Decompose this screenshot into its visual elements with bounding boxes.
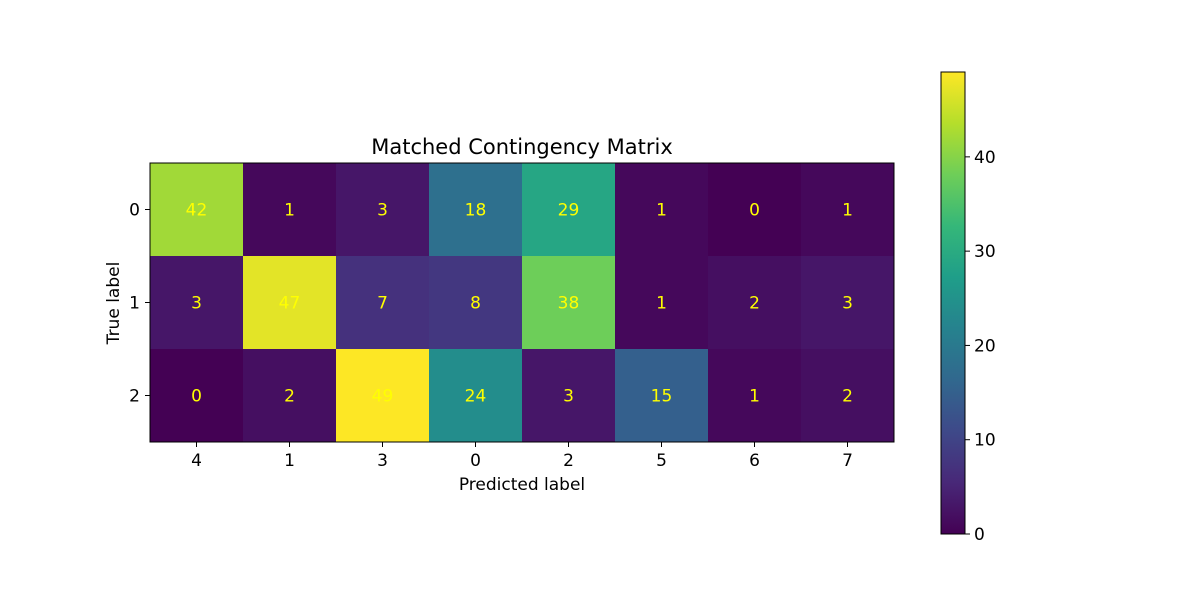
colorbar-tick-label: 0 xyxy=(974,525,985,545)
colorbar-tick-label: 30 xyxy=(974,242,996,262)
heatmap-cell xyxy=(243,349,336,442)
heatmap-cell xyxy=(801,163,894,256)
cell-value-label: 1 xyxy=(749,387,760,407)
cell-value-label: 49 xyxy=(372,387,394,407)
cell-value-label: 3 xyxy=(191,294,202,314)
cell-value-label: 47 xyxy=(279,294,301,314)
heatmap-cell xyxy=(708,256,801,349)
heatmap-cell xyxy=(336,256,429,349)
cell-value-label: 1 xyxy=(842,201,853,221)
heatmap-cell xyxy=(522,163,615,256)
heatmap-cell xyxy=(801,349,894,442)
heatmap-cell xyxy=(522,349,615,442)
cell-value-label: 1 xyxy=(656,201,667,221)
x-axis-label: Predicted label xyxy=(459,475,585,495)
x-tick-label: 5 xyxy=(656,451,667,471)
heatmap-cell xyxy=(336,163,429,256)
heatmap-cell xyxy=(243,256,336,349)
cell-value-label: 2 xyxy=(284,387,295,407)
y-tick-label: 2 xyxy=(129,387,140,407)
cell-value-label: 42 xyxy=(186,201,208,221)
colorbar-tick-label: 10 xyxy=(974,431,996,451)
heatmap-cell-labels: 42 1 3 18 29 1 0 1 3 47 7 8 38 1 2 3 0 2 49 24 3 15 1 2 xyxy=(186,201,853,407)
cell-value-label: 15 xyxy=(651,387,673,407)
heatmap-cell xyxy=(708,349,801,442)
cell-value-label: 38 xyxy=(558,294,580,314)
cell-value-label: 3 xyxy=(842,294,853,314)
heatmap-cells xyxy=(150,163,894,442)
heatmap-cell xyxy=(708,163,801,256)
colorbar-tick-label: 20 xyxy=(974,336,996,356)
chart-title: Matched Contingency Matrix xyxy=(371,135,673,159)
cell-value-label: 3 xyxy=(563,387,574,407)
cell-value-label: 2 xyxy=(842,387,853,407)
x-tick-label: 7 xyxy=(842,451,853,471)
x-tick-label: 2 xyxy=(563,451,574,471)
y-axis-ticks: 0 1 2 xyxy=(129,201,150,407)
cell-value-label: 0 xyxy=(191,387,202,407)
heatmap-cell xyxy=(429,349,522,442)
cell-value-label: 3 xyxy=(377,201,388,221)
cell-value-label: 1 xyxy=(656,294,667,314)
cell-value-label: 1 xyxy=(284,201,295,221)
heatmap-cell xyxy=(429,256,522,349)
cell-value-label: 0 xyxy=(749,201,760,221)
heatmap-cell xyxy=(150,163,243,256)
x-tick-label: 4 xyxy=(191,451,202,471)
cell-value-label: 7 xyxy=(377,294,388,314)
heatmap-cell xyxy=(801,256,894,349)
heatmap-cell xyxy=(243,163,336,256)
cell-value-label: 2 xyxy=(749,294,760,314)
heatmap-cell xyxy=(429,163,522,256)
y-axis-label: True label xyxy=(104,262,124,346)
cell-value-label: 24 xyxy=(465,387,487,407)
cell-value-label: 18 xyxy=(465,201,487,221)
cell-value-label: 8 xyxy=(470,294,481,314)
heatmap-cell xyxy=(615,256,708,349)
heatmap-cell xyxy=(615,163,708,256)
cell-value-label: 29 xyxy=(558,201,580,221)
x-axis-ticks: 4 1 3 0 2 5 6 7 xyxy=(191,442,853,471)
x-tick-label: 1 xyxy=(284,451,295,471)
colorbar xyxy=(940,71,966,535)
y-tick-label: 0 xyxy=(129,201,140,221)
heatmap-cell xyxy=(615,349,708,442)
heatmap-cell xyxy=(150,256,243,349)
x-tick-label: 3 xyxy=(377,451,388,471)
heatmap-cell xyxy=(336,349,429,442)
heatmap-cell xyxy=(150,349,243,442)
x-tick-label: 0 xyxy=(470,451,481,471)
colorbar-ticks: 0 10 20 30 40 xyxy=(965,148,996,545)
colorbar-tick-label: 40 xyxy=(974,148,996,168)
y-tick-label: 1 xyxy=(129,294,140,314)
x-tick-label: 6 xyxy=(749,451,760,471)
heatmap-cell xyxy=(522,256,615,349)
